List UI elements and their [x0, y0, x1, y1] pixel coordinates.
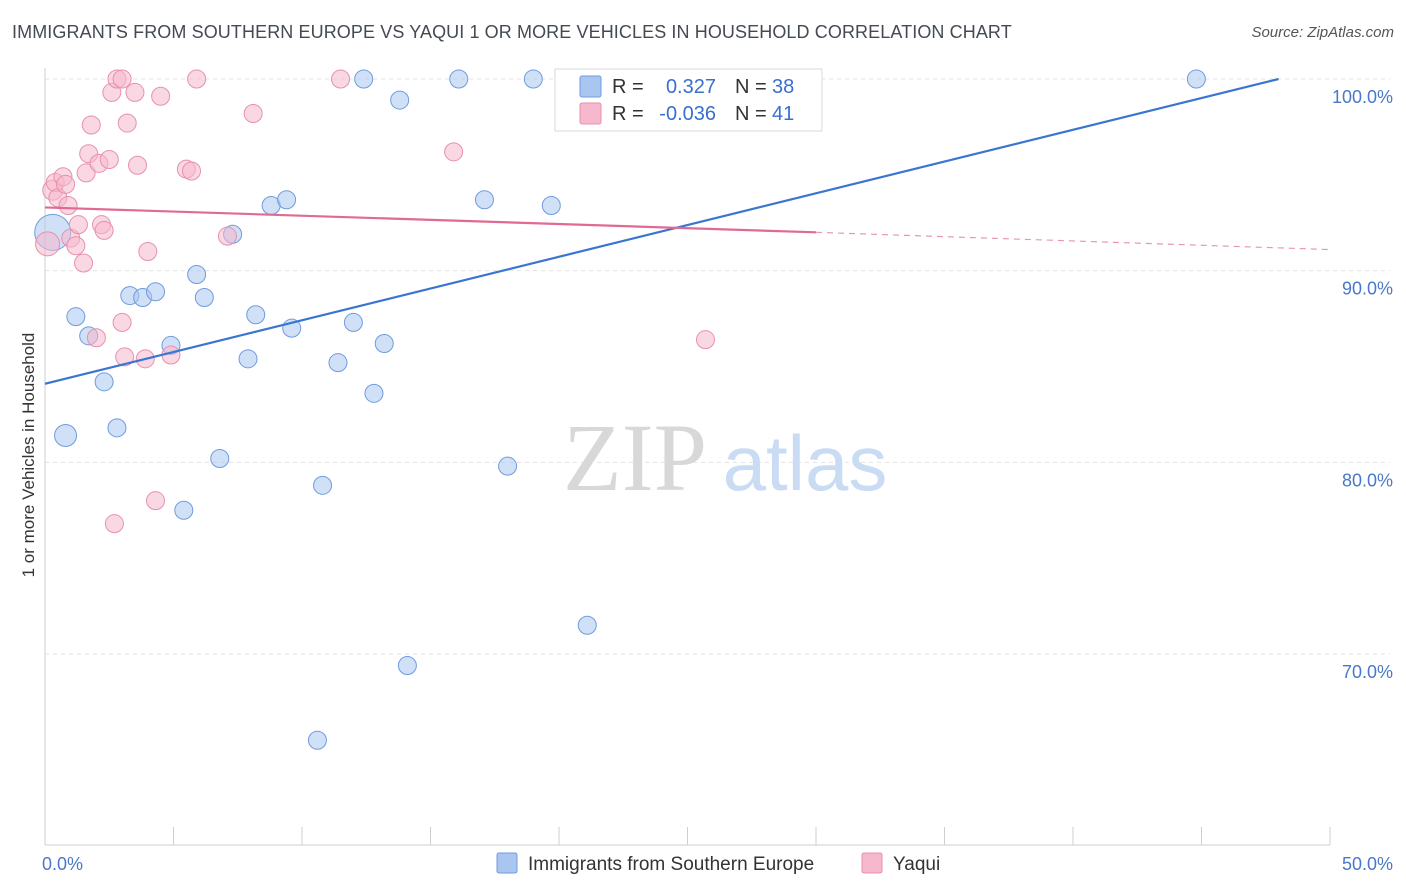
- series-legend-label-pink: Yaqui: [893, 854, 940, 875]
- y-tick-labels: 70.0% 80.0% 90.0% 100.0%: [1332, 87, 1393, 682]
- point-yaqui: [115, 347, 135, 367]
- point-southern-europe: [577, 615, 597, 635]
- legend-r-value-1: 0.327: [666, 76, 716, 98]
- point-yaqui: [444, 142, 464, 162]
- y-tick-label: 80.0%: [1342, 470, 1393, 490]
- point-yaqui: [99, 150, 119, 169]
- point-yaqui: [104, 514, 124, 534]
- point-southern-europe: [238, 349, 258, 369]
- point-southern-europe: [210, 449, 230, 468]
- point-yaqui: [146, 491, 166, 511]
- x-tick-labels: 0.0% 50.0%: [42, 854, 1393, 874]
- point-yaqui: [74, 253, 94, 273]
- source-credit: Source: ZipAtlas.com: [1251, 24, 1394, 41]
- legend-r-label-2: R =: [612, 103, 644, 125]
- point-yaqui: [58, 196, 78, 215]
- point-yaqui: [125, 82, 145, 102]
- point-yaqui: [81, 115, 101, 135]
- point-yaqui: [128, 155, 148, 175]
- point-yaqui: [112, 69, 132, 89]
- point-southern-europe: [449, 69, 469, 89]
- trend-lines: [44, 77, 1331, 385]
- trend-yaqui: [44, 206, 817, 234]
- point-southern-europe: [194, 288, 214, 307]
- point-yaqui: [217, 226, 237, 246]
- point-southern-europe: [343, 312, 363, 332]
- watermark-atlas: atlas: [723, 419, 888, 507]
- point-southern-europe: [277, 190, 297, 210]
- point-southern-europe: [94, 372, 114, 392]
- point-yaqui: [151, 86, 171, 106]
- point-yaqui: [117, 113, 137, 133]
- watermark: ZIP atlas: [563, 404, 887, 511]
- legend-r-value-2: -0.036: [659, 103, 716, 125]
- point-yaqui: [94, 220, 114, 240]
- point-southern-europe: [374, 334, 394, 353]
- point-southern-europe: [1186, 69, 1206, 89]
- x-tick-label: 0.0%: [42, 854, 83, 874]
- legend-swatch-blue: [579, 75, 602, 98]
- legend-r-label-1: R =: [612, 76, 644, 98]
- point-yaqui: [76, 163, 96, 183]
- legend-n-value-2: 41: [772, 103, 794, 125]
- point-yaqui: [243, 104, 263, 123]
- point-southern-europe: [54, 424, 78, 447]
- point-yaqui: [187, 69, 207, 89]
- point-yaqui: [138, 242, 158, 261]
- legend-n-label-1: N =: [735, 76, 767, 98]
- point-yaqui: [695, 330, 715, 350]
- point-southern-europe: [474, 190, 494, 210]
- series-legend-swatch-blue: [496, 852, 518, 874]
- point-yaqui: [66, 236, 86, 256]
- point-yaqui: [56, 174, 76, 194]
- data-points: [34, 69, 1206, 750]
- point-southern-europe: [364, 383, 384, 403]
- trend-southern-europe: [44, 77, 1279, 385]
- point-yaqui: [181, 161, 201, 181]
- y-tick-label: 90.0%: [1342, 279, 1393, 299]
- point-southern-europe: [523, 69, 543, 89]
- series-legend-label-blue: Immigrants from Southern Europe: [528, 854, 814, 875]
- grid-lines: [45, 78, 1390, 655]
- x-tick-label: 50.0%: [1342, 854, 1393, 874]
- point-southern-europe: [107, 418, 127, 438]
- point-southern-europe: [328, 353, 348, 373]
- y-tick-label: 70.0%: [1342, 662, 1393, 682]
- legend-swatch-pink: [579, 102, 602, 125]
- watermark-zip: ZIP: [563, 404, 707, 511]
- legend-n-label-2: N =: [735, 103, 767, 125]
- legend-n-value-1: 38: [772, 76, 794, 98]
- point-yaqui: [112, 312, 132, 332]
- point-southern-europe: [354, 69, 374, 89]
- point-southern-europe: [66, 307, 86, 327]
- series-legend-swatch-pink: [861, 852, 883, 874]
- point-southern-europe: [498, 456, 518, 476]
- point-southern-europe: [397, 656, 417, 675]
- point-southern-europe: [307, 730, 327, 750]
- y-tick-label: 100.0%: [1332, 87, 1393, 107]
- axes: [44, 68, 1331, 846]
- chart-title: IMMIGRANTS FROM SOUTHERN EUROPE VS YAQUI…: [12, 22, 1012, 42]
- point-yaqui: [68, 215, 88, 235]
- stats-legend: R = 0.327 N = 38 R = -0.036 N = 41: [554, 68, 823, 132]
- point-southern-europe: [187, 265, 207, 284]
- point-southern-europe: [541, 196, 561, 215]
- trend-yaqui-dashed: [815, 231, 1331, 251]
- point-southern-europe: [174, 500, 194, 520]
- point-southern-europe: [246, 305, 266, 325]
- y-axis-label: 1 or more Vehicles in Household: [19, 333, 38, 578]
- series-legend: Immigrants from Southern Europe Yaqui: [496, 852, 940, 875]
- point-southern-europe: [313, 475, 333, 495]
- point-yaqui: [86, 328, 106, 348]
- point-southern-europe: [146, 282, 166, 302]
- point-yaqui: [35, 231, 61, 257]
- point-yaqui: [331, 69, 351, 89]
- point-southern-europe: [390, 90, 410, 110]
